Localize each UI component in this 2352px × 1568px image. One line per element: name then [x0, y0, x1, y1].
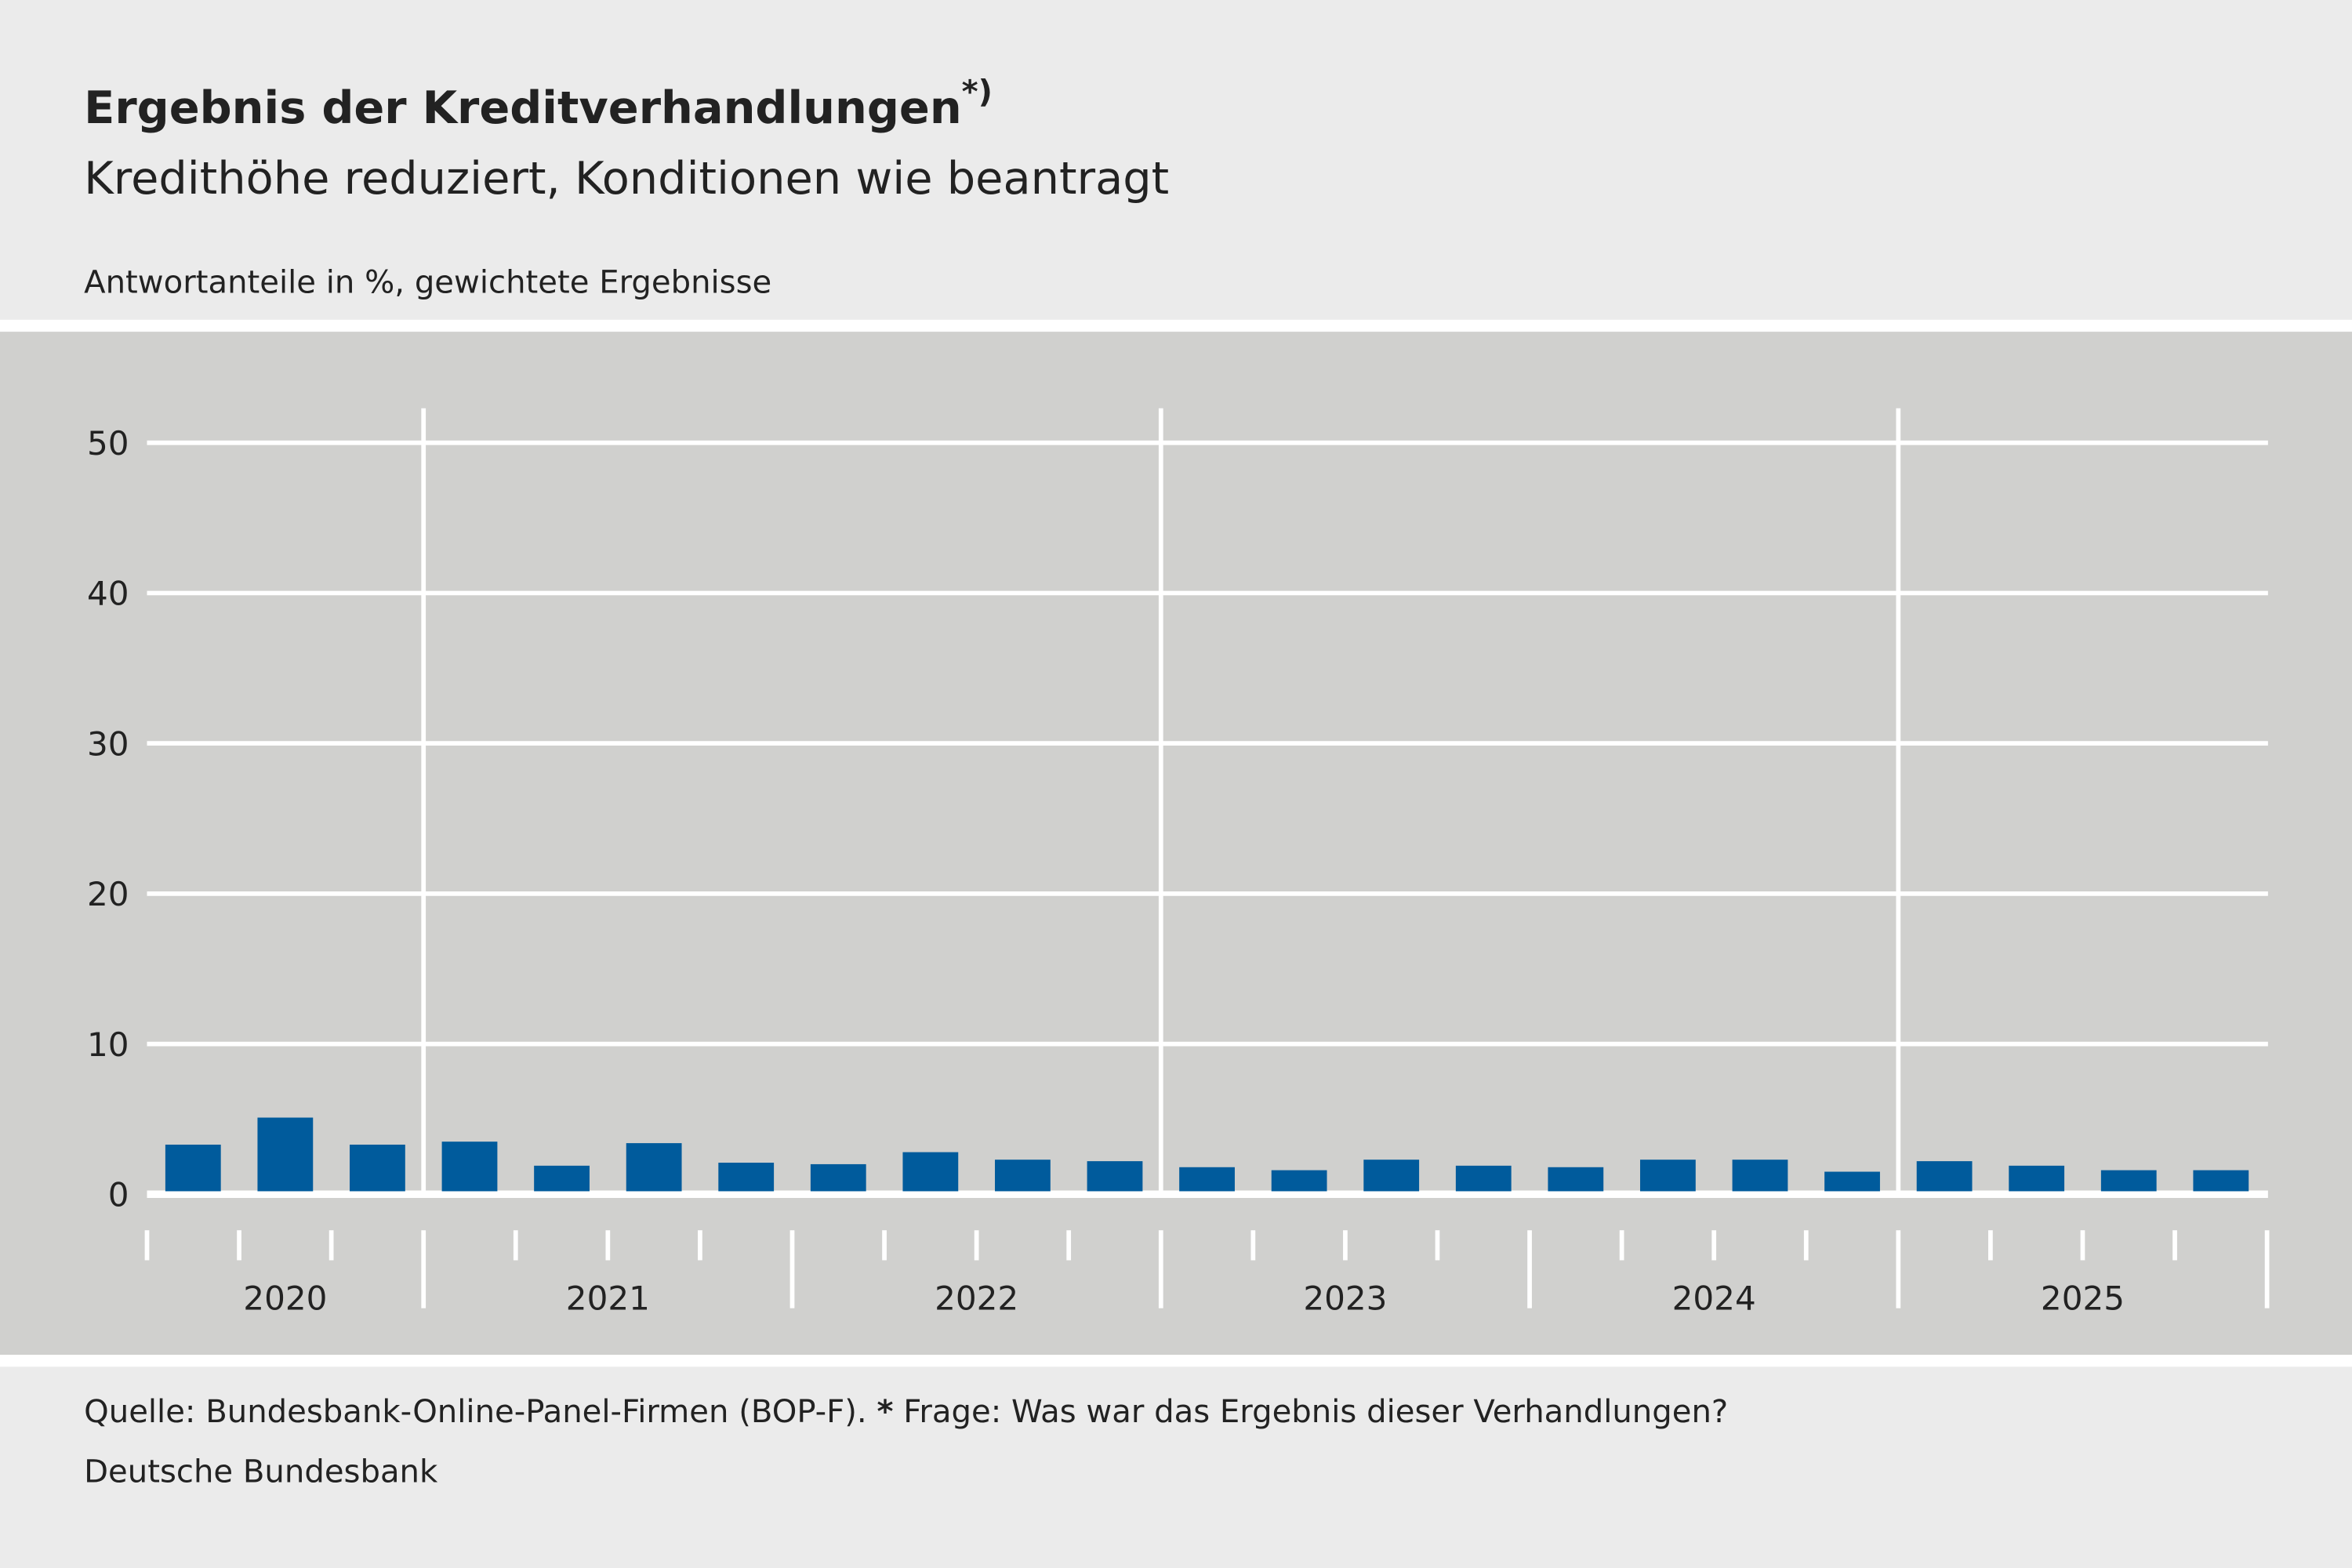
bar-2020-Q2	[165, 1145, 221, 1192]
source-text: Quelle: Bundesbank-Online-Panel-Firmen (…	[84, 1394, 867, 1430]
bar-2022-Q3	[995, 1160, 1051, 1192]
bar-2023-Q1	[1179, 1167, 1235, 1192]
bar-2021-Q4	[718, 1163, 775, 1192]
y-axis-labels: 0 10 20 30 40 50	[87, 424, 129, 1214]
gridlines	[147, 408, 2268, 1199]
x-year-label: 2022	[935, 1279, 1018, 1318]
publisher: Deutsche Bundesbank	[84, 1454, 438, 1490]
bar-2025-Q2	[2009, 1165, 2065, 1192]
y-tick-label: 40	[87, 575, 129, 613]
bar-2024-Q4	[1824, 1171, 1880, 1192]
bars	[165, 1117, 2249, 1192]
bar-2025-Q1	[1916, 1161, 1973, 1192]
bar-2024-Q3	[1732, 1160, 1788, 1192]
bar-2024-Q2	[1640, 1160, 1696, 1192]
footnote-marker: *	[877, 1394, 893, 1430]
y-tick-label: 50	[87, 424, 129, 463]
bar-2021-Q3	[626, 1143, 682, 1192]
bar-2020-Q4	[350, 1145, 405, 1192]
bar-2025-Q4	[2193, 1170, 2249, 1192]
bar-2022-Q4	[1087, 1161, 1143, 1192]
x-year-label: 2020	[243, 1279, 327, 1318]
x-year-label: 2023	[1303, 1279, 1387, 1318]
y-tick-label: 30	[87, 724, 129, 763]
y-tick-label: 20	[87, 875, 129, 913]
y-tick-label: 0	[108, 1176, 129, 1214]
bar-2023-Q4	[1455, 1165, 1512, 1192]
y-tick-label: 10	[87, 1025, 129, 1064]
bar-2022-Q1	[810, 1163, 866, 1192]
bar-2021-Q2	[534, 1165, 590, 1192]
x-year-label: 2021	[566, 1279, 650, 1318]
bar-2023-Q3	[1363, 1160, 1420, 1192]
x-year-label: 2024	[1672, 1279, 1756, 1318]
bar-2020-Q3	[257, 1117, 314, 1192]
footer-source: Quelle: Bundesbank-Online-Panel-Firmen (…	[84, 1394, 1728, 1430]
chart-subtitle: Kredithöhe reduziert, Konditionen wie be…	[84, 152, 1169, 205]
top-divider	[0, 319, 2352, 332]
bottom-divider	[0, 1354, 2352, 1367]
chart-title: Ergebnis der Kreditverhandlungen*)	[84, 74, 993, 134]
bar-2025-Q3	[2100, 1170, 2157, 1192]
bar-2023-Q2	[1271, 1170, 1327, 1192]
bar-2022-Q2	[902, 1152, 959, 1192]
chart-title-text: Ergebnis der Kreditverhandlungen	[84, 82, 962, 134]
plot-background	[0, 332, 2352, 1355]
bar-2024-Q1	[1548, 1167, 1604, 1192]
x-axis: 2020 2021 2022 2023 2024 2025	[144, 1230, 2270, 1318]
bar-2021-Q1	[441, 1142, 498, 1192]
title-footnote-marker: *)	[962, 74, 993, 110]
footnote-text: Frage: Was war das Ergebnis dieser Verha…	[903, 1394, 1728, 1430]
x-year-label: 2025	[2041, 1279, 2125, 1318]
unit-label: Antwortanteile in %, gewichtete Ergebnis…	[84, 264, 771, 300]
